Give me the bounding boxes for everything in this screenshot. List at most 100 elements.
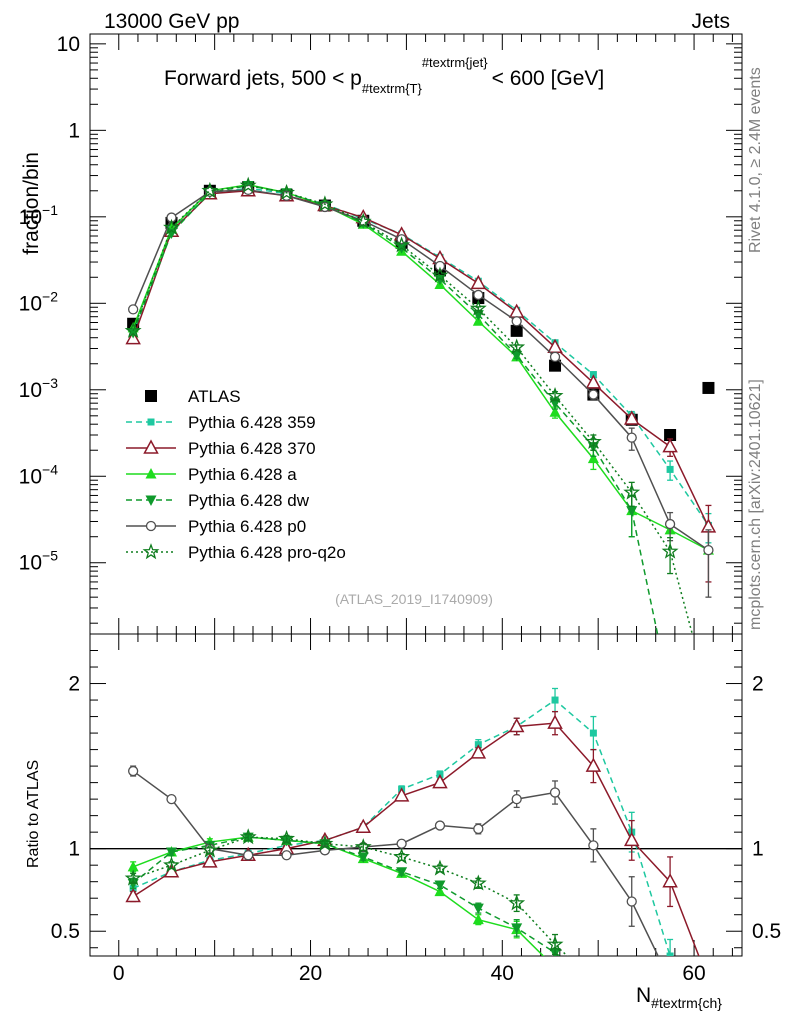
rivet-watermark: Rivet 4.1.0, ≥ 2.4M events [747,67,764,253]
data-point-pythia_dw [357,852,369,863]
legend-label: Pythia 6.428 pro-q2o [188,543,346,562]
series-line-pythia_370 [132,190,710,528]
data-point-pythia_370 [355,818,372,833]
legend-label: Pythia 6.428 dw [188,491,310,510]
legend-marker [145,390,157,402]
data-point-pythia_p0 [626,432,637,443]
legend-marker [147,418,155,426]
data-point-pythia_proq2o [469,299,487,316]
data-point-pythia_p0 [588,389,599,400]
legend-entry-pythia_370: Pythia 6.428 370 [126,439,316,458]
data-point-pythia_proq2o [163,218,180,235]
ratio-plot-data [124,687,712,987]
header-left: 13000 GeV pp [104,10,239,33]
legend-label: Pythia 6.428 a [188,465,297,484]
series-line-pythia_a [132,836,545,956]
x-axis-label: N#textrm{ch} [636,984,722,1011]
plot-title-tail: < 600 [GeV] [492,67,605,90]
data-point-pythia_p0 [204,186,216,197]
data-point-pythia_370 [547,338,563,354]
series-pythia_dw [127,832,676,987]
y-tick-exponent: −4 [42,461,58,477]
data-point-pythia_p0 [626,896,637,907]
data-point-pythia_proq2o [584,432,602,450]
data-point-pythia_a [549,406,561,417]
data-point-pythia_370 [662,438,678,453]
series-pythia_proq2o [124,828,569,956]
legend-entry-atlas: ATLAS [145,387,241,406]
data-point-pythia_359 [705,977,712,984]
x-tick-label: 0 [113,962,125,985]
x-axis-label-subscript: #textrm{ch} [651,995,722,1011]
data-point-pythia_proq2o [124,869,142,886]
ratio-y-tick-label: 1 [68,838,80,861]
header-right: Jets [691,10,730,33]
plot-title-main: Forward jets, 500 < p [164,67,362,90]
data-point-pythia_proq2o [393,236,411,253]
data-point-pythia_a [472,913,484,925]
ratio-y-tick-label: 0.5 [51,920,80,943]
data-point-pythia_proq2o [201,841,219,858]
y-tick-label: 10 [57,33,80,56]
data-point-pythia_proq2o [239,176,257,193]
series-pythia_dw [127,181,659,634]
data-point-pythia_proq2o [431,266,449,283]
data-point-pythia_proq2o [623,483,641,500]
data-point-pythia_p0 [549,351,561,363]
series-pythia_370 [125,182,717,583]
data-point-pythia_370 [623,410,640,425]
main-plot-data [124,176,717,634]
mcplots-watermark: mcplots.cern.ch [arXiv:2401.10621] [747,379,764,630]
y-tick-label: 10−5 [19,548,59,575]
data-point-pythia_370 [508,717,525,733]
legend-entry-pythia_a: Pythia 6.428 a [126,465,297,484]
data-point-pythia_proq2o [278,183,296,200]
series-line-pythia_proq2o [132,836,569,956]
legend-entry-pythia_p0: Pythia 6.428 p0 [126,517,306,536]
data-point-pythia_proq2o [508,338,526,355]
data-point-pythia_proq2o [124,321,142,339]
data-point-pythia_p0 [243,850,254,861]
data-point-pythia_p0 [127,304,139,315]
series-pythia_359 [129,184,712,544]
data-point-pythia_dw [511,923,523,934]
data-point-pythia_proq2o [354,838,372,855]
data-point-pythia_370 [393,787,410,802]
legend-marker [145,495,157,506]
legend-entry-pythia_359: Pythia 6.428 359 [126,413,316,432]
data-point-pythia_359 [666,465,674,473]
data-point-pythia_p0 [473,289,484,301]
data-point-pythia_a [588,975,599,986]
legend-entry-pythia_proq2o: Pythia 6.428 pro-q2o [126,543,346,562]
data-point-pythia_p0 [511,316,522,327]
data-point-pythia_dw [396,867,408,878]
x-tick-label: 20 [299,962,322,985]
data-point-pythia_370 [623,831,640,847]
y-tick-exponent: −5 [42,548,58,564]
series-pythia_a [127,831,599,986]
data-point-pythia_proq2o [239,828,257,845]
data-point-pythia_dw [472,903,484,915]
data-point-pythia_p0 [549,787,561,798]
data-point-pythia_proq2o [201,181,219,198]
data-point-pythia_p0 [166,793,177,805]
data-point-pythia_370 [432,774,448,789]
data-point-atlas [664,429,677,442]
data-point-atlas [702,381,715,394]
legend-label: Pythia 6.428 370 [188,439,316,458]
data-point-pythia_359 [589,729,597,737]
legend-marker [142,543,160,560]
series-line-pythia_proq2o [132,184,694,634]
data-point-pythia_proq2o [278,829,296,846]
x-axis-label-main: N [636,984,651,1007]
data-point-pythia_a [587,452,599,464]
plot-title-superscript: #textrm{jet} [422,55,488,70]
data-point-atlas [510,324,523,337]
series-line-pythia_p0 [132,770,659,956]
y-tick-exponent: −1 [42,202,58,218]
y-tick-label: 10−2 [19,288,59,315]
data-point-pythia_p0 [588,840,599,851]
data-point-pythia_dw [665,976,676,987]
